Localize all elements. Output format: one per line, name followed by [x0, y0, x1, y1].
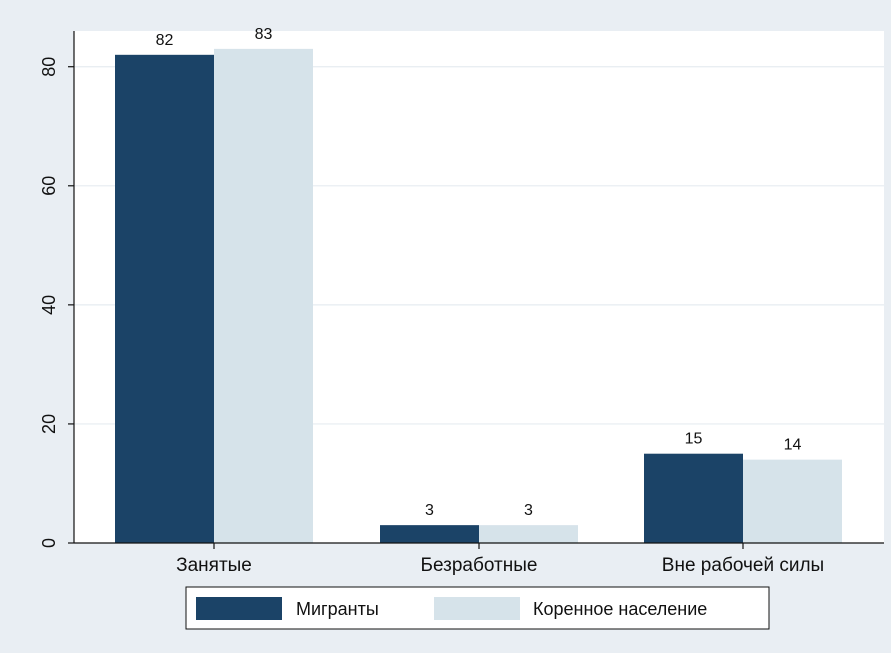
legend-label-native: Коренное население [533, 599, 707, 619]
category-label-1: Безработные [421, 555, 538, 576]
bar-2-0 [644, 453, 743, 543]
y-tick-label-80: 80 [39, 57, 59, 77]
data-label-1-0: 3 [425, 502, 434, 519]
data-label-0-0: 82 [156, 32, 174, 49]
category-label-0: Занятые [176, 555, 252, 576]
bar-0-1 [214, 48, 313, 543]
bar-1-0 [380, 525, 479, 543]
data-label-1-1: 3 [524, 502, 533, 519]
data-label-2-1: 14 [784, 437, 802, 454]
bars [115, 48, 842, 543]
category-labels: Занятые Безработные Вне рабочей силы [176, 543, 824, 576]
legend: Мигранты Коренное население [185, 586, 770, 630]
legend-label-migrants: Мигранты [296, 599, 379, 619]
y-tick-label-40: 40 [39, 295, 59, 315]
data-label-0-1: 83 [255, 26, 273, 43]
legend-swatch-migrants [196, 597, 282, 620]
bar-0-0 [115, 54, 214, 543]
bar-1-1 [479, 525, 578, 543]
category-label-2: Вне рабочей силы [662, 555, 824, 576]
y-tick-label-60: 60 [39, 176, 59, 196]
bar-2-1 [743, 459, 842, 543]
y-tick-label-0: 0 [39, 538, 59, 548]
data-label-2-0: 15 [685, 431, 703, 448]
legend-swatch-native [434, 597, 520, 620]
y-ticks: 0 20 40 60 80 [39, 57, 74, 548]
data-labels: 82 83 3 3 15 14 [156, 26, 802, 519]
y-tick-label-20: 20 [39, 414, 59, 434]
